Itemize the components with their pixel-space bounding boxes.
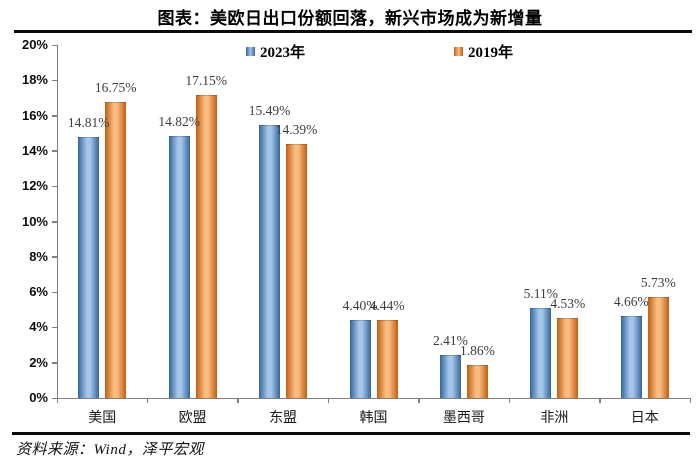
legend-swatch-icon — [454, 47, 463, 56]
x-axis-tick — [327, 398, 330, 403]
bar-2019年-美国 — [105, 102, 127, 398]
legend-item-2023年: 2023年 — [246, 41, 305, 62]
y-axis-tick-label: 20% — [21, 37, 48, 52]
y-axis-tick-label: 2% — [29, 354, 48, 370]
value-label-2019年-日本: 5.73% — [640, 274, 676, 290]
category-label-非洲: 非洲 — [540, 411, 569, 426]
x-axis-tick — [418, 398, 420, 403]
bar-2019年-欧盟 — [195, 95, 217, 398]
y-axis-tick-label: 14% — [21, 142, 48, 158]
bar-2023年-日本 — [620, 315, 642, 398]
y-axis-tick-label: 10% — [21, 213, 48, 229]
bar-2023年-墨西哥 — [439, 355, 461, 398]
y-axis-tick-label: 12% — [21, 178, 48, 194]
legend-label: 2023年 — [260, 45, 306, 61]
value-label-2019年-东盟: 14.39% — [275, 122, 318, 138]
value-label-2019年-非洲: 4.53% — [550, 296, 586, 312]
y-axis-tick — [52, 221, 57, 223]
legend-item-2019年: 2019年 — [454, 41, 513, 62]
value-label-2019年-欧盟: 17.15% — [185, 73, 227, 89]
x-axis-tick — [146, 398, 149, 403]
y-axis-tick — [52, 397, 57, 399]
bar-2019年-日本 — [647, 296, 669, 398]
y-axis-tick-label: 16% — [21, 107, 48, 123]
category-label-墨西哥: 墨西哥 — [442, 411, 485, 426]
y-axis-tick-label: 0% — [29, 390, 48, 405]
value-label-2019年-韩国: 4.44% — [369, 297, 405, 313]
legend-label: 2019年 — [468, 45, 514, 61]
category-label-欧盟: 欧盟 — [178, 411, 207, 426]
bar-2019年-墨西哥 — [466, 365, 488, 398]
y-axis-tick — [52, 115, 57, 117]
x-axis-tick — [599, 398, 601, 403]
y-axis-tick-label: 8% — [29, 248, 48, 264]
value-label-2019年-墨西哥: 1.86% — [459, 343, 495, 359]
value-label-2023年-非洲: 5.11% — [523, 285, 559, 301]
bar-2023年-东盟 — [259, 124, 281, 398]
x-axis-tick — [56, 398, 58, 403]
category-label-美国: 美国 — [88, 411, 117, 426]
y-axis-tick — [52, 256, 57, 258]
footer-divider — [12, 432, 690, 435]
legend-swatch-icon — [246, 47, 255, 56]
bar-2023年-韩国 — [349, 320, 371, 398]
bar-2023年-非洲 — [530, 307, 552, 398]
y-axis-tick — [52, 44, 57, 46]
category-label-东盟: 东盟 — [269, 411, 298, 426]
y-axis-tick-label: 4% — [29, 319, 48, 335]
y-axis-tick-label: 6% — [29, 284, 48, 300]
title-divider — [14, 30, 692, 33]
bar-2023年-欧盟 — [168, 136, 190, 398]
bar-2019年-韩国 — [376, 319, 398, 398]
y-axis-tick — [52, 79, 57, 82]
y-axis-tick — [52, 185, 57, 188]
category-label-韩国: 韩国 — [359, 411, 388, 426]
x-axis-tick — [508, 398, 511, 403]
x-axis-tick — [689, 398, 691, 403]
bar-2019年-非洲 — [557, 318, 579, 398]
value-label-2019年-美国: 16.75% — [94, 80, 137, 96]
source-note: 资料来源：Wind，泽平宏观 — [16, 442, 204, 458]
x-axis-tick — [237, 398, 239, 403]
value-label-2023年-韩国: 4.40% — [342, 298, 378, 314]
y-axis-tick — [52, 150, 57, 152]
value-label-2023年-日本: 4.66% — [613, 293, 649, 309]
category-label-日本: 日本 — [630, 411, 659, 426]
y-axis-tick-label: 18% — [21, 72, 48, 88]
value-label-2023年-欧盟: 14.82% — [158, 114, 200, 130]
page-title: 图表：美欧日出口份额回落，新兴市场成为新增量 — [157, 9, 543, 28]
y-axis-tick — [52, 326, 57, 329]
value-label-2023年-墨西哥: 2.41% — [432, 333, 468, 349]
y-axis-tick — [52, 362, 57, 364]
y-axis-tick — [52, 291, 57, 294]
value-label-2023年-美国: 14.81% — [67, 114, 110, 130]
bar-2019年-东盟 — [286, 144, 308, 398]
value-label-2023年-东盟: 15.49% — [248, 102, 291, 118]
bar-2023年-美国 — [78, 136, 100, 398]
plot-area — [57, 45, 691, 399]
